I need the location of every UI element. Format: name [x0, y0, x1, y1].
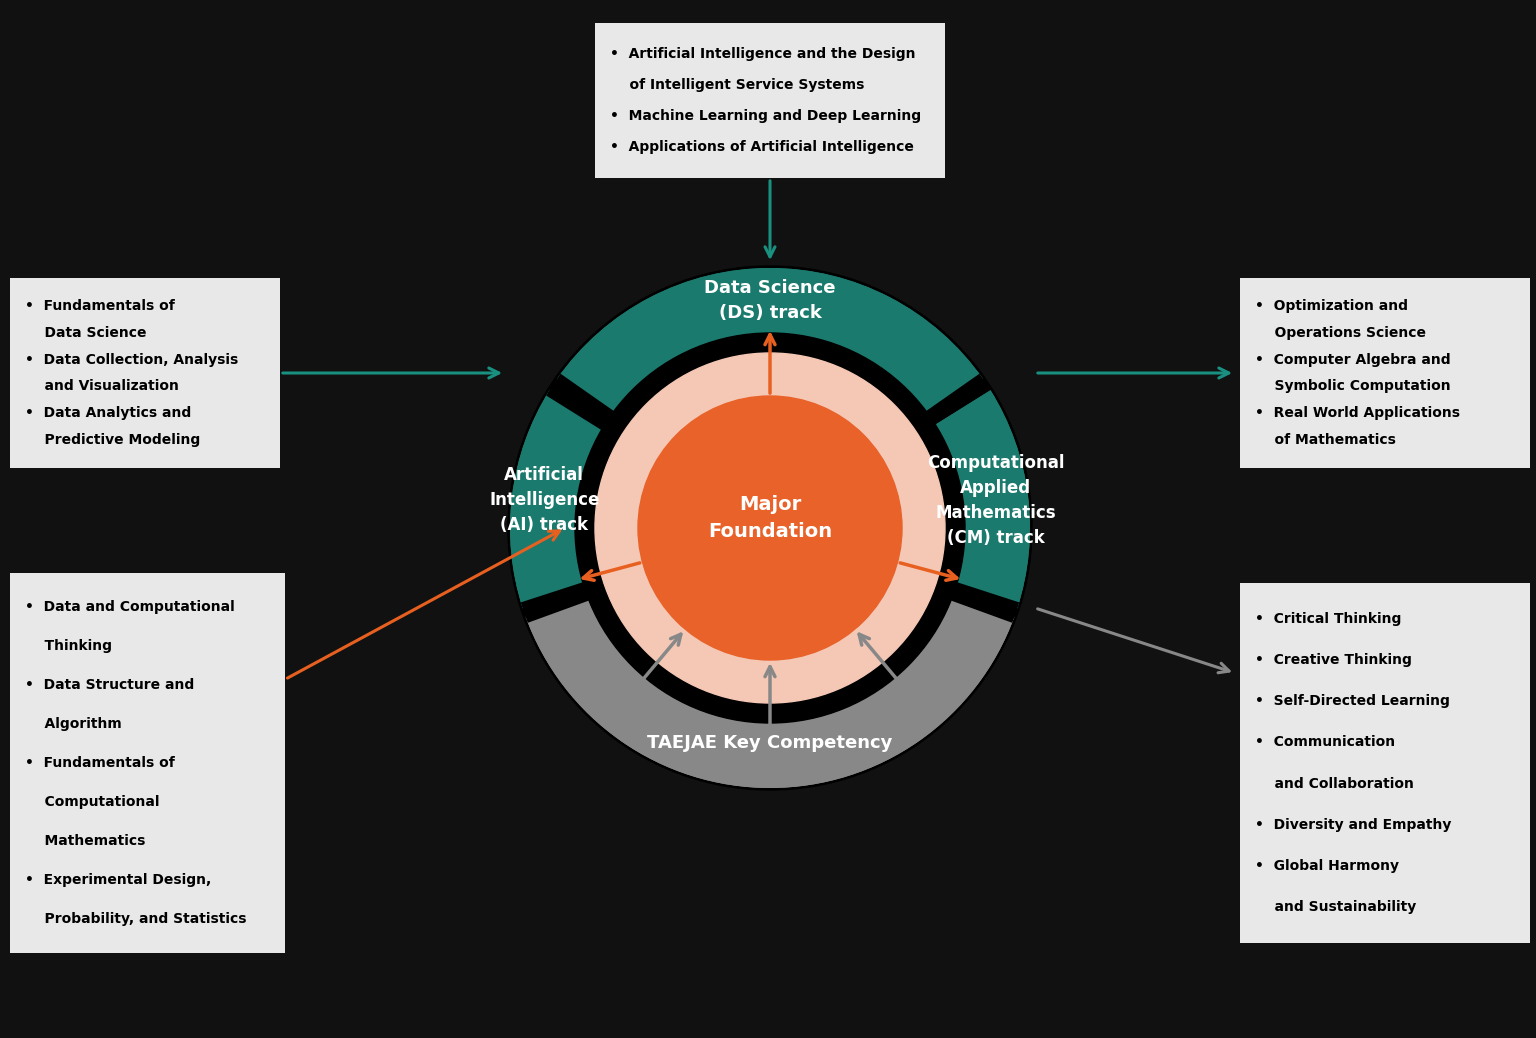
Text: •  Self-Directed Learning: • Self-Directed Learning [1255, 694, 1450, 708]
FancyBboxPatch shape [1240, 278, 1530, 468]
Text: Thinking: Thinking [25, 639, 112, 653]
Text: •  Optimization and: • Optimization and [1255, 299, 1409, 313]
Text: •  Global Harmony: • Global Harmony [1255, 859, 1399, 873]
Text: Artificial
Intelligence
(AI) track: Artificial Intelligence (AI) track [488, 466, 599, 535]
Text: Computational: Computational [25, 795, 160, 809]
Text: Operations Science: Operations Science [1255, 326, 1425, 340]
Text: •  Data Collection, Analysis: • Data Collection, Analysis [25, 353, 238, 366]
Text: and Collaboration: and Collaboration [1255, 776, 1413, 791]
FancyBboxPatch shape [11, 278, 280, 468]
Text: Data Science: Data Science [25, 326, 146, 340]
Text: Major
Foundation: Major Foundation [708, 495, 833, 541]
Text: •  Critical Thinking: • Critical Thinking [1255, 611, 1401, 626]
Text: •  Communication: • Communication [1255, 735, 1395, 749]
Text: of Mathematics: of Mathematics [1255, 433, 1396, 446]
Text: Algorithm: Algorithm [25, 717, 121, 731]
Text: and Visualization: and Visualization [25, 379, 178, 393]
Text: •  Data Structure and: • Data Structure and [25, 678, 194, 692]
Wedge shape [558, 268, 983, 416]
Text: and Sustainability: and Sustainability [1255, 900, 1416, 914]
Text: •  Creative Thinking: • Creative Thinking [1255, 653, 1412, 666]
Wedge shape [558, 268, 983, 416]
Wedge shape [510, 390, 605, 608]
Text: •  Real World Applications: • Real World Applications [1255, 406, 1461, 420]
Text: •  Data Analytics and: • Data Analytics and [25, 406, 192, 420]
Wedge shape [525, 595, 1014, 788]
Text: •  Fundamentals of: • Fundamentals of [25, 299, 175, 313]
Text: Computational
Applied
Mathematics
(CM) track: Computational Applied Mathematics (CM) t… [928, 454, 1064, 547]
Text: •  Data and Computational: • Data and Computational [25, 600, 235, 614]
Wedge shape [935, 390, 1031, 608]
Text: •  Computer Algebra and: • Computer Algebra and [1255, 353, 1450, 366]
Text: •  Diversity and Empathy: • Diversity and Empathy [1255, 818, 1452, 831]
Circle shape [505, 263, 1035, 793]
Circle shape [594, 353, 945, 703]
Text: TAEJAE Key Competency: TAEJAE Key Competency [647, 734, 892, 752]
Text: •  Applications of Artificial Intelligence: • Applications of Artificial Intelligenc… [610, 140, 914, 155]
Text: •  Artificial Intelligence and the Design: • Artificial Intelligence and the Design [610, 47, 915, 60]
Text: Mathematics: Mathematics [25, 834, 146, 848]
Text: Predictive Modeling: Predictive Modeling [25, 433, 200, 446]
Text: •  Machine Learning and Deep Learning: • Machine Learning and Deep Learning [610, 109, 922, 124]
FancyBboxPatch shape [594, 23, 945, 177]
Text: Probability, and Statistics: Probability, and Statistics [25, 911, 246, 926]
FancyBboxPatch shape [1240, 583, 1530, 943]
Text: •  Fundamentals of: • Fundamentals of [25, 756, 175, 770]
Text: Symbolic Computation: Symbolic Computation [1255, 379, 1450, 393]
Wedge shape [935, 390, 1031, 608]
Wedge shape [525, 595, 1014, 788]
Circle shape [637, 397, 902, 660]
Text: of Intelligent Service Systems: of Intelligent Service Systems [610, 78, 865, 92]
FancyBboxPatch shape [11, 573, 286, 953]
Wedge shape [510, 390, 605, 608]
Circle shape [574, 333, 965, 723]
Circle shape [508, 266, 1032, 790]
Text: Data Science
(DS) track: Data Science (DS) track [703, 279, 836, 322]
Text: •  Experimental Design,: • Experimental Design, [25, 873, 212, 886]
